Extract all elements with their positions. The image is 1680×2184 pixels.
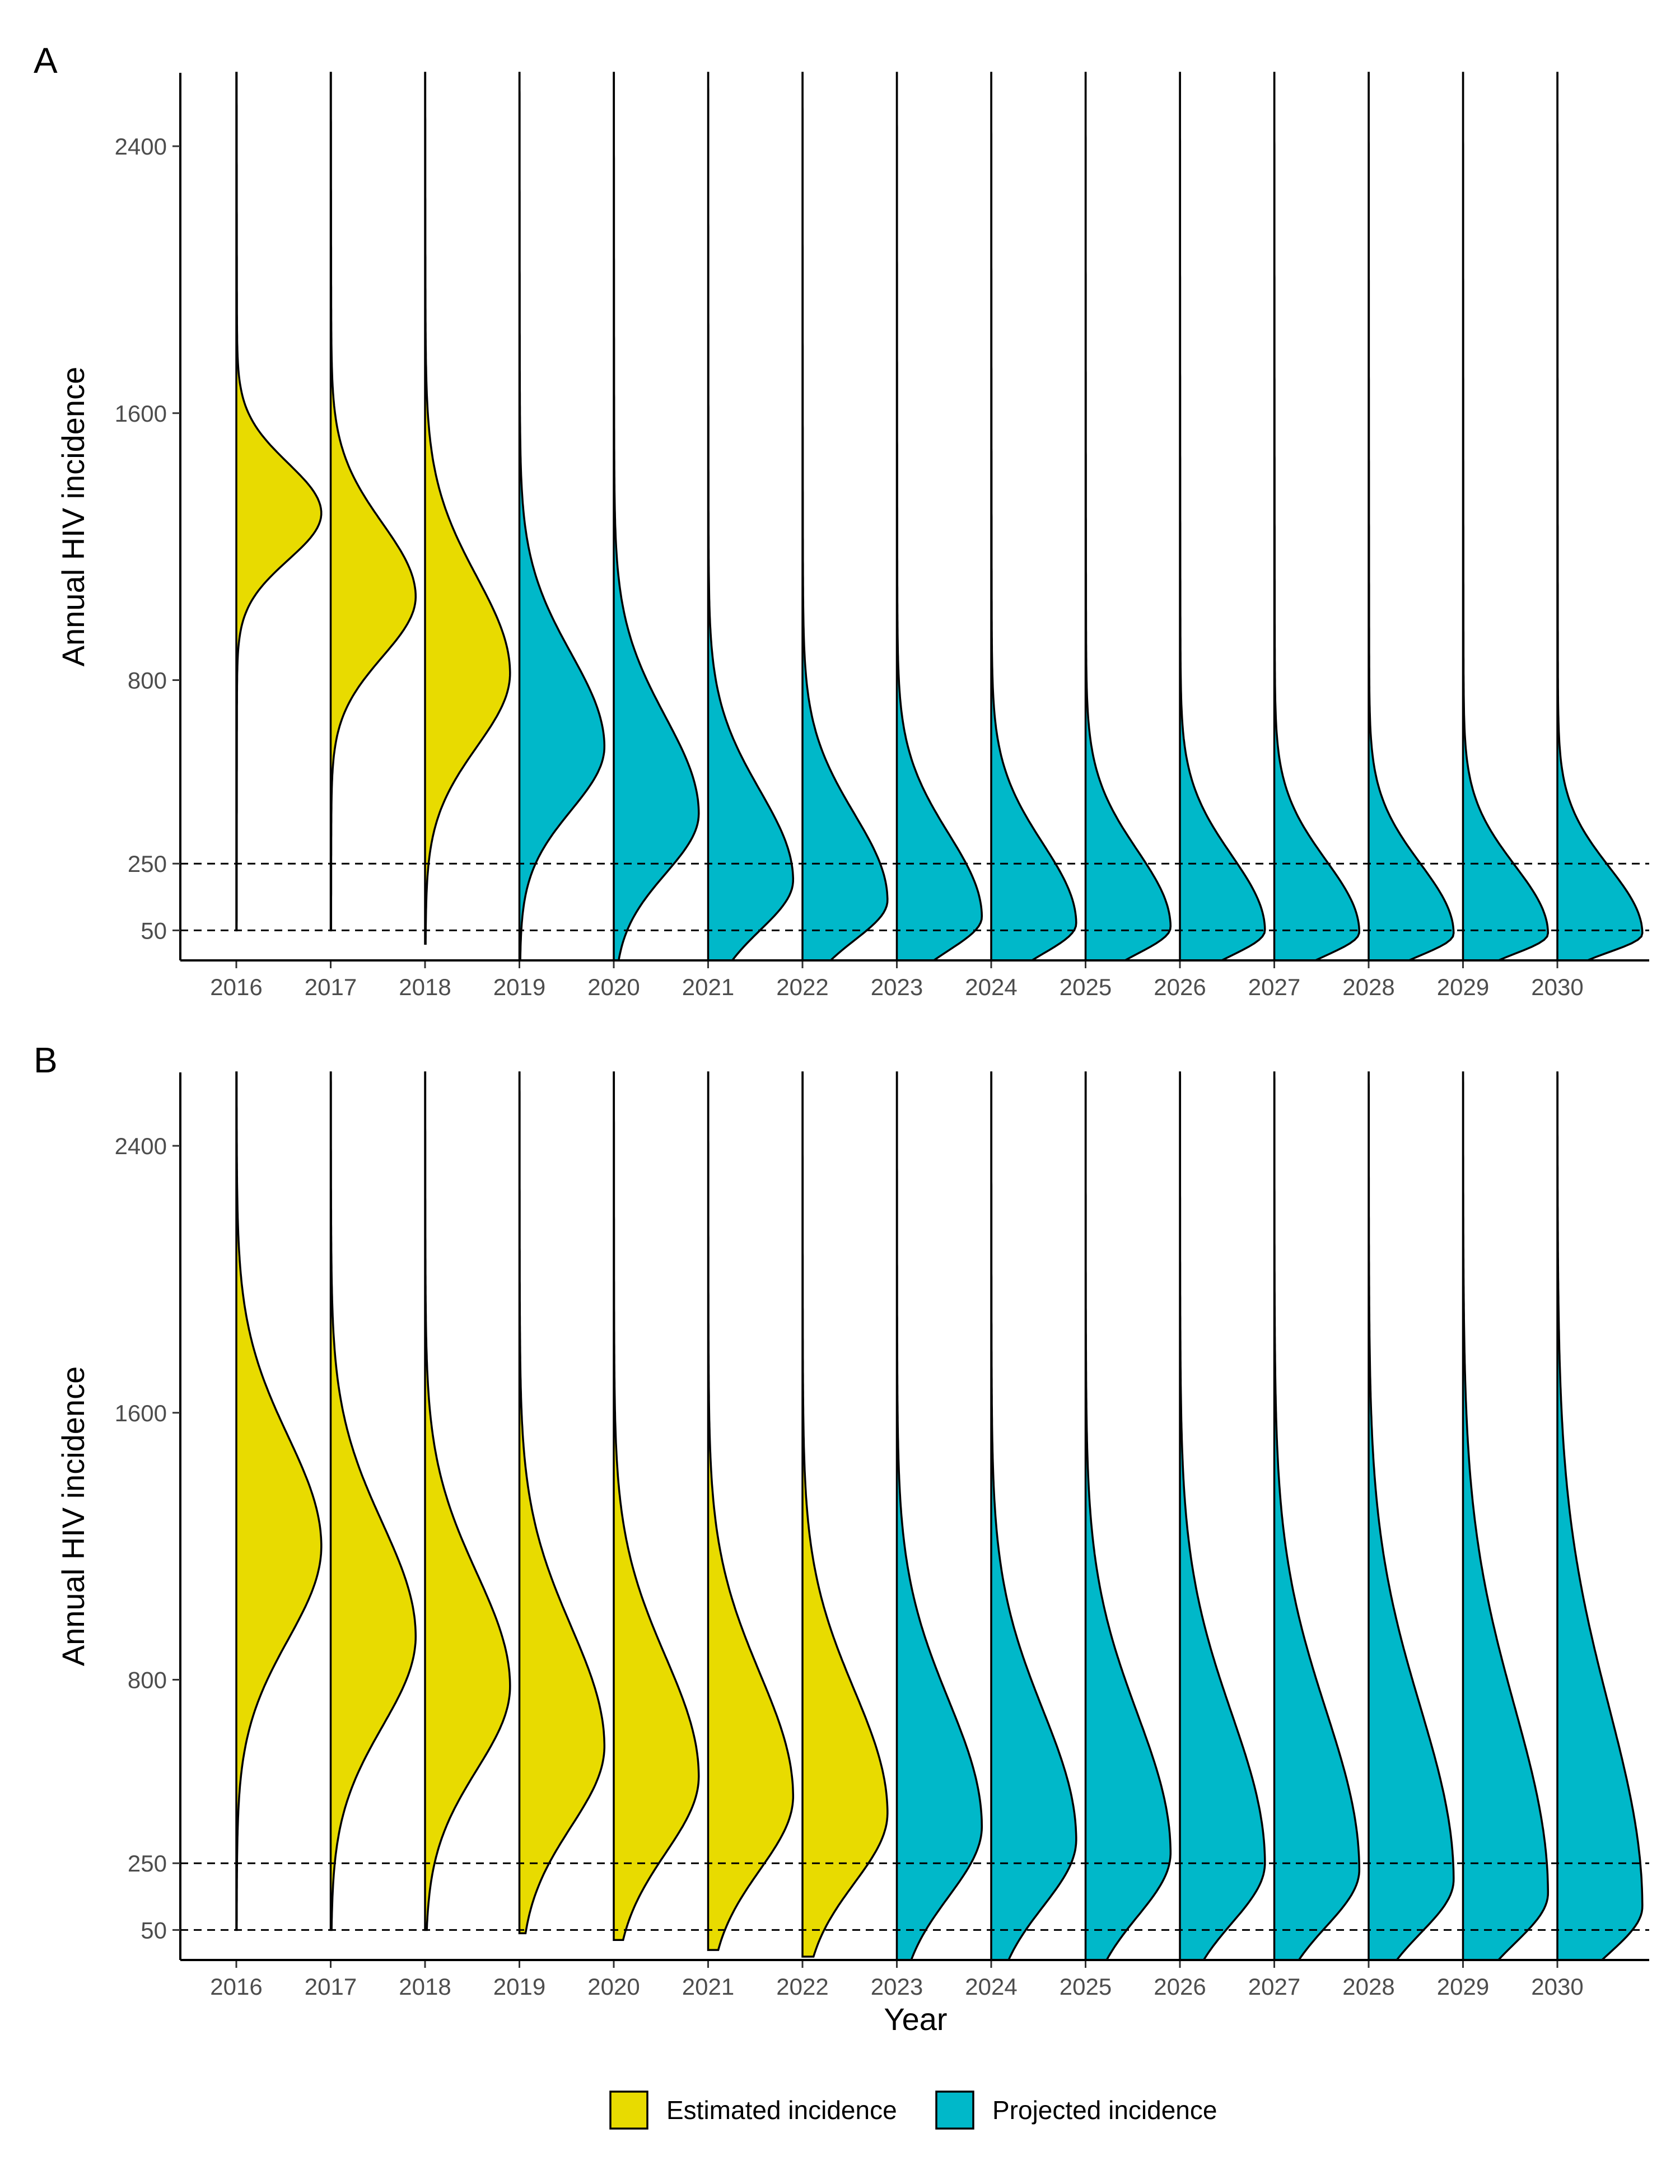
x-tick-label-a-2028: 2028 [1342, 974, 1394, 1000]
violin-b-2021 [707, 1071, 795, 1951]
x-tick-label-a-2018: 2018 [399, 974, 451, 1000]
violin-a-2028 [1368, 72, 1455, 962]
x-tick-label-b-2017: 2017 [305, 1973, 357, 2000]
x-tick-label-b-2027: 2027 [1248, 1973, 1300, 2000]
violin-b-2023 [895, 1071, 983, 1961]
panel-b: B 2016 2017 2018 2019 2020 2021 2022 2023 2024 202… [34, 1040, 1649, 2000]
legend-swatch-projected [935, 2090, 974, 2130]
violin-b-2018 [424, 1071, 511, 1931]
x-tick-label-a-2024: 2024 [965, 974, 1017, 1000]
violin-a-2026 [1179, 72, 1266, 962]
x-tick-label-b-2025: 2025 [1060, 1973, 1112, 2000]
x-tick-label-a-2030: 2030 [1531, 974, 1583, 1000]
y-tick-label-b-1600: 1600 [115, 1400, 167, 1426]
violin-b-2024 [990, 1071, 1077, 1961]
violin-b-2029 [1462, 1071, 1550, 1961]
x-tick-label-b-2021: 2021 [682, 1973, 734, 2000]
violin-b-2025 [1084, 1071, 1172, 1961]
violin-b-2022 [801, 1071, 889, 1958]
y-tick-label-a-2400: 2400 [115, 133, 167, 160]
violin-a-2021 [707, 72, 795, 962]
violin-a-2019 [518, 72, 606, 962]
x-tick-label-b-2024: 2024 [965, 1973, 1017, 2000]
violin-b-2026 [1179, 1071, 1266, 1961]
x-tick-label-a-2019: 2019 [493, 974, 545, 1000]
legend-label-estimated: Estimated incidence [666, 2096, 897, 2125]
y-axis-title-b: Annual HIV incidence [55, 1366, 91, 1666]
violin-a-2016 [235, 72, 323, 932]
y-tick-label-b-2400: 2400 [115, 1133, 167, 1159]
x-axis-title: Year [884, 2001, 947, 2037]
x-tick-label-b-2016: 2016 [210, 1973, 262, 2000]
x-tick-label-b-2019: 2019 [493, 1973, 545, 2000]
panel-a: A 2016 2017 2018 2019 2020 2021 2022 2023 2024 202… [34, 40, 1649, 1000]
x-tick-label-a-2021: 2021 [682, 974, 734, 1000]
violin-a-2018 [424, 72, 511, 945]
y-tick-label-b-250: 250 [128, 1850, 167, 1877]
x-tick-label-a-2029: 2029 [1437, 974, 1489, 1000]
x-tick-label-a-2023: 2023 [871, 974, 923, 1000]
violin-a-2020 [613, 72, 700, 962]
x-tick-label-a-2026: 2026 [1154, 974, 1206, 1000]
y-tick-label-a-250: 250 [128, 851, 167, 877]
violin-a-2023 [895, 72, 983, 962]
violin-a-2027 [1273, 72, 1360, 962]
violin-a-2024 [990, 72, 1077, 962]
violin-b-2019 [518, 1071, 606, 1935]
violin-b-2017 [329, 1071, 417, 1931]
x-tick-label-a-2022: 2022 [776, 974, 828, 1000]
violin-b-2030 [1556, 1071, 1644, 1961]
x-tick-label-a-2025: 2025 [1060, 974, 1112, 1000]
y-tick-label-a-50: 50 [141, 917, 167, 944]
x-tick-label-b-2026: 2026 [1154, 1973, 1206, 2000]
x-tick-label-b-2030: 2030 [1531, 1973, 1583, 2000]
x-tick-label-b-2023: 2023 [871, 1973, 923, 2000]
x-tick-label-a-2027: 2027 [1248, 974, 1300, 1000]
violin-b-2027 [1273, 1071, 1361, 1961]
y-tick-label-b-800: 800 [128, 1667, 167, 1693]
violin-a-2025 [1084, 72, 1172, 962]
x-tick-label-b-2018: 2018 [399, 1973, 451, 2000]
y-axis-title-a: Annual HIV incidence [55, 367, 91, 666]
x-tick-label-b-2029: 2029 [1437, 1973, 1489, 2000]
x-tick-label-a-2020: 2020 [587, 974, 640, 1000]
panel-tag-b: B [34, 1040, 58, 1080]
y-tick-label-a-800: 800 [128, 667, 167, 693]
x-tick-label-b-2020: 2020 [587, 1973, 640, 2000]
violin-b-2020 [613, 1071, 700, 1941]
x-tick-label-a-2016: 2016 [210, 974, 262, 1000]
violin-a-2029 [1462, 72, 1550, 962]
violin-a-2030 [1556, 72, 1644, 962]
x-tick-label-b-2028: 2028 [1342, 1973, 1394, 2000]
legend-swatch-estimated [609, 2090, 648, 2130]
chart-panels: A 2016 2017 2018 2019 2020 2021 2022 2023 2024 202… [34, 40, 1649, 2000]
y-tick-label-a-1600: 1600 [115, 400, 167, 427]
legend: Estimated incidence Projected incidence [609, 2090, 1217, 2130]
violin-b-2016 [235, 1071, 323, 1931]
x-tick-label-b-2022: 2022 [776, 1973, 828, 2000]
violin-b-2028 [1368, 1071, 1455, 1961]
legend-label-projected: Projected incidence [992, 2096, 1217, 2125]
x-tick-label-a-2017: 2017 [305, 974, 357, 1000]
panel-tag-a: A [34, 40, 58, 81]
violin-a-2022 [801, 72, 889, 962]
violin-a-2017 [329, 72, 417, 932]
y-tick-label-b-50: 50 [141, 1917, 167, 1943]
